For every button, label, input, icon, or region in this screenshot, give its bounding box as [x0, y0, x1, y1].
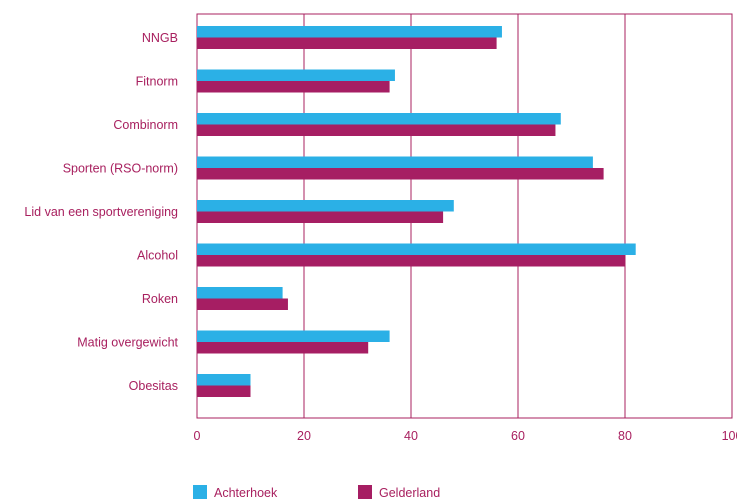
x-tick-label: 60 — [511, 429, 525, 443]
bar — [197, 113, 561, 125]
x-tick-label: 40 — [404, 429, 418, 443]
category-label: NNGB — [142, 31, 178, 45]
bar — [197, 374, 251, 386]
category-labels: NNGB Fitnorm Combinorm Sporten (RSO-norm) Li… — [24, 31, 178, 393]
bars — [197, 26, 636, 397]
bar — [197, 385, 251, 397]
legend-label: Gelderland — [379, 486, 440, 500]
bar — [197, 243, 636, 255]
category-label: Matig overgewicht — [77, 336, 178, 350]
bar — [197, 69, 395, 81]
bar — [197, 211, 444, 223]
category-label: Roken — [142, 292, 178, 306]
bar — [197, 168, 604, 180]
bar — [197, 255, 625, 267]
category-label: Combinorm — [113, 118, 178, 132]
legend-swatch — [358, 485, 372, 499]
category-label: Obesitas — [129, 379, 178, 393]
bar — [197, 200, 454, 212]
x-tick-label: 20 — [297, 429, 311, 443]
bar — [197, 124, 556, 136]
bar — [197, 287, 283, 299]
legend-swatch — [193, 485, 207, 499]
bar — [197, 81, 390, 93]
x-tick-labels: 0 20 40 60 80 100 — [194, 429, 737, 443]
bar — [197, 330, 390, 342]
category-label: Fitnorm — [136, 75, 178, 89]
legend-label: Achterhoek — [214, 486, 278, 500]
x-tick-label: 100 — [722, 429, 737, 443]
category-label: Lid van een sportvereniging — [24, 205, 178, 219]
bar — [197, 26, 502, 38]
category-label: Sporten (RSO-norm) — [63, 162, 178, 176]
x-tick-label: 80 — [618, 429, 632, 443]
bar — [197, 298, 288, 310]
bar — [197, 37, 497, 49]
legend: Achterhoek Gelderland — [193, 485, 440, 500]
x-tick-label: 0 — [194, 429, 201, 443]
bar — [197, 342, 369, 354]
bar — [197, 156, 593, 168]
category-label: Alcohol — [137, 249, 178, 263]
